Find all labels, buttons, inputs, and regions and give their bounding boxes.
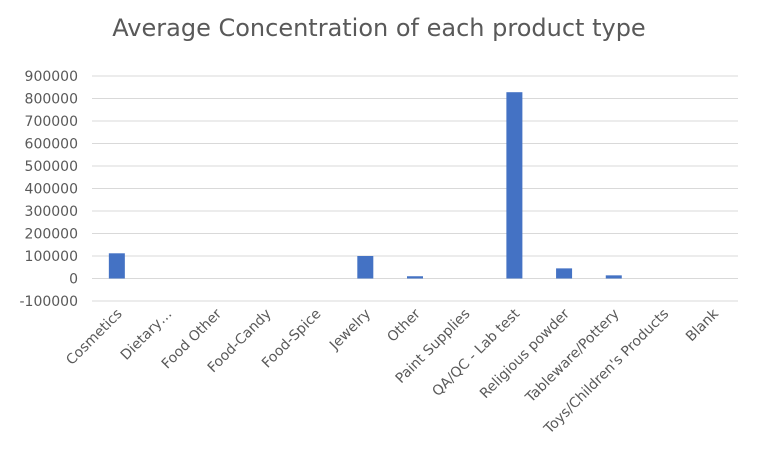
x-category-label: Religious powder [477,306,573,402]
y-axis-ticks: -100000 0 100000 200000 300000 400000 500000 60… [20,69,79,310]
y-tick-label: 500000 [25,159,78,175]
y-tick-label: 200000 [25,227,78,243]
x-category-label: Other [384,306,424,346]
y-tick-label: 600000 [25,137,78,153]
bar-0 [108,253,125,279]
bar-5 [357,256,374,279]
x-category-label: Cosmetics [63,306,125,368]
bar-10 [605,275,622,279]
y-tick-label: 800000 [25,92,78,108]
y-tick-label: 400000 [25,182,78,198]
x-category-label: Blank [683,305,723,345]
y-tick-label: 0 [69,272,78,288]
chart-title: Average Concentration of each product ty… [112,14,646,42]
y-tick-label: -100000 [20,294,79,310]
x-category-label: QA/QC - Lab test [429,306,523,400]
bar-9 [556,268,573,279]
y-tick-label: 300000 [25,204,78,220]
bar-6 [407,276,423,279]
bars [108,92,622,279]
y-tick-label: 100000 [25,249,78,265]
y-tick-label: 900000 [25,69,78,85]
bar-8 [506,92,523,279]
gridlines [92,75,738,302]
x-category-label: Jewelry [326,306,374,354]
x-category-label: Tableware/Pottery [522,306,623,407]
y-tick-label: 700000 [25,114,78,130]
